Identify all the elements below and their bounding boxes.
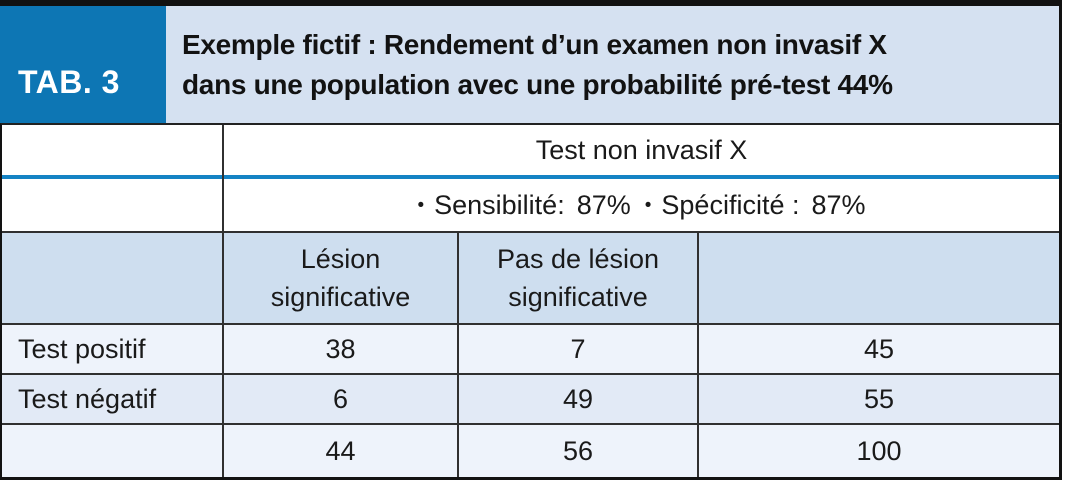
- grand-total: 100: [856, 435, 902, 466]
- table-figure: TAB. 3 Exemple fictif : Rendement d’un e…: [0, 0, 1062, 480]
- tab-number-badge: TAB. 3: [0, 6, 166, 123]
- column-header-row: Lésion significative Pas de lésion signi…: [2, 233, 1059, 325]
- tab-number-label: TAB. 3: [18, 64, 120, 100]
- lesion-total: 44: [224, 425, 459, 477]
- specificity-value: 87%: [811, 189, 866, 220]
- empty-cell: [2, 179, 224, 231]
- sensitivity-label: Sensibilité:: [434, 189, 565, 220]
- table-row-test-positif: Test positif 38 7 45: [2, 325, 1059, 375]
- no-lesion-value: 49: [459, 375, 699, 423]
- empty-corner-cell: [2, 125, 224, 175]
- total-header-cell: [699, 233, 1059, 323]
- test-name-cell: Test non invasif X: [535, 134, 748, 165]
- no-lesion-value: 7: [459, 325, 699, 373]
- bullet-icon: •: [417, 195, 425, 216]
- table-row-test-negatif: Test négatif 6 49 55: [2, 375, 1059, 425]
- lesion-value: 6: [224, 375, 459, 423]
- table-row-totals: 44 56 100: [2, 425, 1059, 477]
- figure-title-line2: dans une population avec une probabilité…: [182, 68, 893, 100]
- row-total-value: 45: [863, 333, 895, 364]
- bullet-icon: •: [644, 195, 652, 216]
- contingency-table: Test non invasif X • Sensibilité: 87% • …: [0, 123, 1062, 480]
- test-name-row: Test non invasif X: [2, 125, 1059, 175]
- metrics-row: • Sensibilité: 87% • Spécificité : 87%: [2, 179, 1059, 233]
- no-lesion-header-cell: Pas de lésion significative: [459, 233, 699, 323]
- blue-divider-line: [2, 175, 1059, 179]
- top-black-bar: [0, 0, 1062, 6]
- divider-column-tick: [222, 175, 224, 179]
- row-label: [2, 425, 224, 477]
- row-label: Test négatif: [2, 375, 224, 423]
- lesion-value: 38: [224, 325, 459, 373]
- metrics-cell: • Sensibilité: 87% • Spécificité : 87%: [224, 179, 1059, 231]
- row-label: Test positif: [2, 325, 224, 373]
- figure-title-line1: Exemple fictif : Rendement d’un examen n…: [182, 28, 887, 60]
- sensitivity-value: 87%: [576, 189, 631, 220]
- row-label-header-cell: [2, 233, 224, 323]
- no-lesion-total: 56: [459, 425, 699, 477]
- row-total-value: 55: [863, 383, 895, 414]
- specificity-label: Spécificité :: [661, 189, 800, 220]
- figure-header: TAB. 3 Exemple fictif : Rendement d’un e…: [0, 6, 1062, 123]
- figure-title: Exemple fictif : Rendement d’un examen n…: [166, 6, 1059, 123]
- lesion-header-cell: Lésion significative: [224, 233, 459, 323]
